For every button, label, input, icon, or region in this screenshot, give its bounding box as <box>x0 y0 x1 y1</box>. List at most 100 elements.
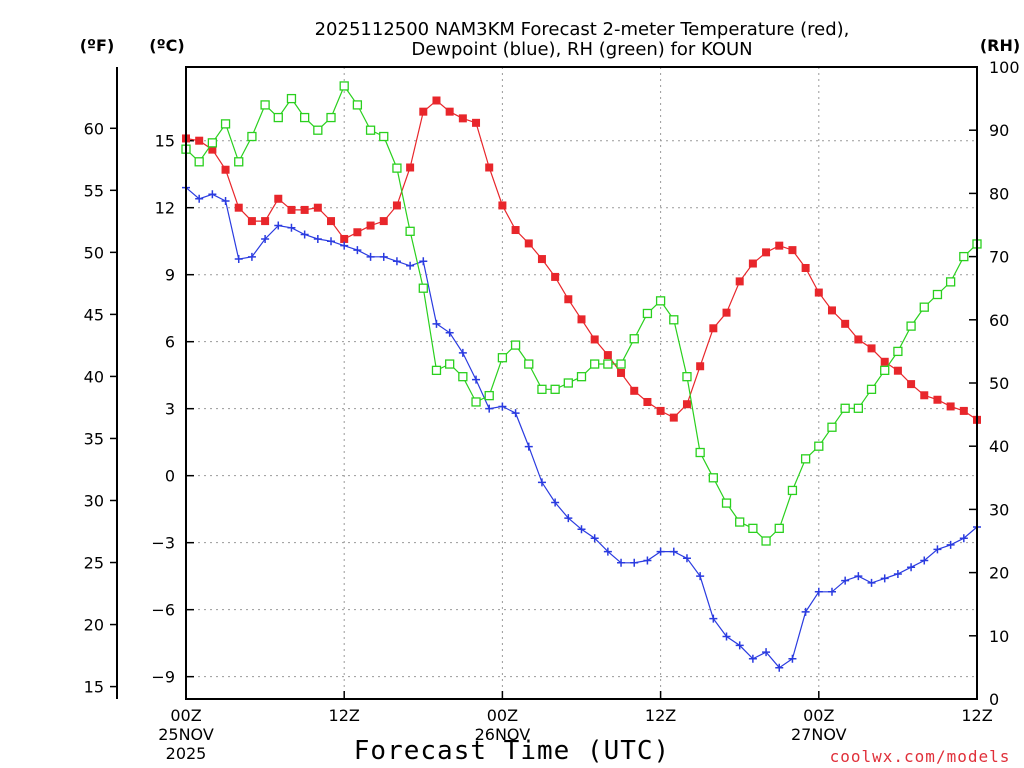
fahrenheit-tick-label: 30 <box>84 491 104 510</box>
celsius-tick-label: 9 <box>165 266 175 285</box>
2-meter-temperature-point <box>432 96 441 105</box>
dewpoint-point <box>630 558 639 567</box>
rh-tick-label: 20 <box>989 564 1009 583</box>
2-meter-temperature-point <box>590 335 599 344</box>
rh-point <box>629 334 639 344</box>
2-meter-temperature-point <box>893 366 902 375</box>
rh-axis-unit: (RH) <box>980 36 1020 55</box>
dewpoint-point <box>788 654 797 663</box>
2-meter-temperature-point <box>841 319 850 328</box>
rh-point <box>708 473 718 483</box>
dewpoint-point <box>656 547 665 556</box>
rh-point <box>906 321 916 331</box>
celsius-tick-label: 6 <box>165 333 175 352</box>
grid-lines <box>186 67 977 699</box>
rh-tick-label: 30 <box>989 500 1009 519</box>
2-meter-temperature-point <box>287 205 296 214</box>
dewpoint-point <box>274 221 283 230</box>
dewpoint-point <box>696 572 705 581</box>
2-meter-temperature-point <box>696 362 705 371</box>
2-meter-temperature-point <box>656 406 665 415</box>
celsius-tick-label: −3 <box>151 534 175 553</box>
rh-point <box>524 359 534 369</box>
time-tick-date: 27NOV <box>791 725 847 744</box>
dewpoint-point <box>827 587 836 596</box>
dewpoint-point <box>801 607 810 616</box>
dewpoint-point <box>748 654 757 663</box>
rh-tick-label: 60 <box>989 311 1009 330</box>
2-meter-temperature-point <box>458 114 467 123</box>
2-meter-temperature-point <box>195 136 204 145</box>
rh-point <box>497 353 508 363</box>
dewpoint-point <box>353 246 362 255</box>
rh-point <box>959 251 969 262</box>
dewpoint-point <box>709 614 718 623</box>
dewpoint-point <box>669 547 678 556</box>
2-meter-temperature-point <box>762 248 771 257</box>
2-meter-temperature-point <box>907 380 916 389</box>
2-meter-temperature-line <box>185 99 978 421</box>
dewpoint-point <box>458 348 467 357</box>
2-meter-temperature-point <box>801 263 810 272</box>
rh-point <box>273 112 283 123</box>
2-meter-temperature-point <box>814 288 823 297</box>
rh-point <box>669 315 679 325</box>
dewpoint-point <box>392 257 401 266</box>
2-meter-temperature-point <box>722 308 731 317</box>
dewpoint-point <box>524 442 533 451</box>
dewpoint-point <box>472 375 481 384</box>
dewpoint-point <box>775 663 784 672</box>
rh-point <box>313 125 323 135</box>
rh-point <box>695 447 705 458</box>
2-meter-temperature-point <box>630 386 639 395</box>
celsius-tick-label: 0 <box>165 467 175 486</box>
rh-tick-label: 50 <box>989 374 1009 393</box>
dewpoint-line <box>185 187 978 669</box>
2-meter-temperature-point <box>748 259 757 268</box>
celsius-axis-unit: (ºC) <box>149 36 184 55</box>
rh-point <box>800 454 811 464</box>
2-meter-temperature-point <box>392 201 401 210</box>
rh-point <box>326 112 336 123</box>
dewpoint-point <box>445 328 454 337</box>
rh-tick-label: 10 <box>989 627 1009 646</box>
dewpoint-point <box>617 558 626 567</box>
chart-title-line-2: Dewpoint (blue), RH (green) for KOUN <box>411 39 752 60</box>
time-tick-label: 12Z <box>329 706 360 725</box>
rh-point <box>590 359 600 369</box>
dewpoint-point <box>867 578 876 587</box>
2-meter-temperature-point <box>247 217 256 226</box>
rh-point <box>431 365 442 376</box>
2-meter-temperature-point <box>419 107 428 116</box>
rh-point <box>827 422 837 432</box>
rh-point <box>893 346 903 357</box>
fahrenheit-tick-label: 55 <box>84 181 104 200</box>
rh-point <box>392 163 402 173</box>
2-meter-temperature-point <box>445 107 454 116</box>
dewpoint-point <box>907 563 916 572</box>
2-meter-temperature-point <box>313 203 322 212</box>
2-meter-temperature-point <box>551 272 560 281</box>
2-meter-temperature-point <box>946 402 955 411</box>
rh-point <box>748 523 758 534</box>
rh-point <box>445 359 455 369</box>
2-meter-temperature-point <box>735 277 744 286</box>
rh-point <box>484 390 494 401</box>
fahrenheit-axis: 15 20 25 30 35 40 45 50 55 60 <box>84 67 118 699</box>
2-meter-temperature-point <box>564 295 573 304</box>
rh-point <box>379 131 389 142</box>
2-meter-temperature-point <box>669 413 678 422</box>
2-meter-temperature-point <box>221 165 230 174</box>
celsius-tick-label: 15 <box>155 132 175 151</box>
rh-point <box>880 365 890 376</box>
dewpoint-point <box>722 632 731 641</box>
2-meter-temperature-point <box>234 203 243 212</box>
fahrenheit-axis-unit: (ºF) <box>80 36 115 55</box>
dewpoint-point <box>537 478 546 487</box>
rh-point <box>550 384 560 394</box>
time-tick-label: 00Z <box>170 706 201 725</box>
2-meter-temperature-point <box>788 246 797 255</box>
2-meter-temperature-point <box>709 324 718 333</box>
2-meter-temperature-point <box>643 397 652 406</box>
